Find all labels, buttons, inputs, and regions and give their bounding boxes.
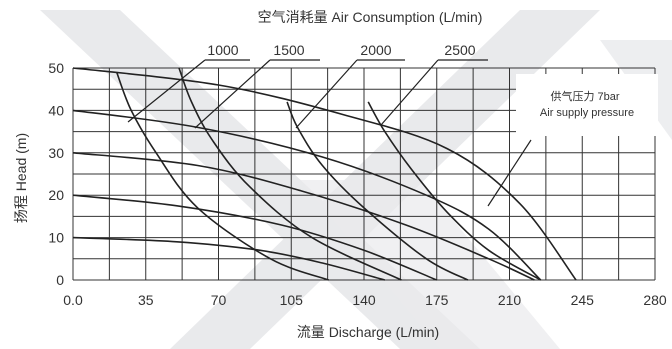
annotation-leader: [487, 139, 532, 207]
pressure-curve-2: [72, 194, 438, 281]
x-tick-label: 0.0: [63, 292, 83, 308]
x-tick-label: 70: [211, 292, 227, 308]
y-tick-label: 0: [56, 272, 64, 288]
y-tick-label: 20: [48, 187, 64, 203]
x-tick-label: 210: [498, 292, 522, 308]
pressure-annotation: 供气压力 7bar Air supply pressure: [487, 74, 658, 207]
grid: [72, 67, 656, 281]
x-tick-label: 280: [643, 292, 667, 308]
x-tick-label: 175: [425, 292, 449, 308]
y-tick-label: 50: [48, 60, 64, 76]
air-label-leader: [194, 59, 320, 129]
x-tick-label: 140: [352, 292, 376, 308]
annotation-line1: 供气压力 7bar: [550, 89, 619, 103]
x-tick-label: 35: [138, 292, 154, 308]
pressure-curve-4: [72, 109, 542, 281]
air-consumption-curves: [115, 67, 542, 281]
pressure-curve-3: [72, 152, 535, 281]
air-label-leader: [295, 59, 405, 129]
air-label-leader: [127, 59, 250, 123]
annotation-box: [516, 74, 658, 136]
air-label-2500: 2500: [444, 42, 475, 58]
x-tick-label: 245: [571, 292, 595, 308]
x-axis-label: 流量 Discharge (L/min): [297, 324, 439, 340]
air-consumption-labels: 1000 1500 2000 2500: [127, 42, 488, 129]
air-label-leader: [380, 59, 488, 126]
air-curve-1500: [178, 67, 402, 281]
air-label-1500: 1500: [273, 42, 304, 58]
y-tick-label: 40: [48, 102, 64, 118]
air-curve-1000: [115, 71, 329, 281]
y-tick-label: 10: [48, 230, 64, 246]
chart-title: 空气消耗量 Air Consumption (L/min): [258, 9, 483, 25]
y-tick-label: 30: [48, 145, 64, 161]
x-tick-label: 105: [280, 292, 304, 308]
air-curve-2000: [286, 101, 469, 281]
y-axis-label: 扬程 Head (m): [13, 133, 29, 223]
annotation-line2: Air supply pressure: [540, 107, 634, 119]
air-label-1000: 1000: [207, 42, 238, 58]
air-curve-2500: [367, 101, 542, 281]
x-tick-labels: 0.0 35 70 105 140 175 210 245 280: [63, 292, 667, 308]
air-label-2000: 2000: [360, 42, 391, 58]
y-tick-labels: 0 10 20 30 40 50: [48, 60, 64, 288]
